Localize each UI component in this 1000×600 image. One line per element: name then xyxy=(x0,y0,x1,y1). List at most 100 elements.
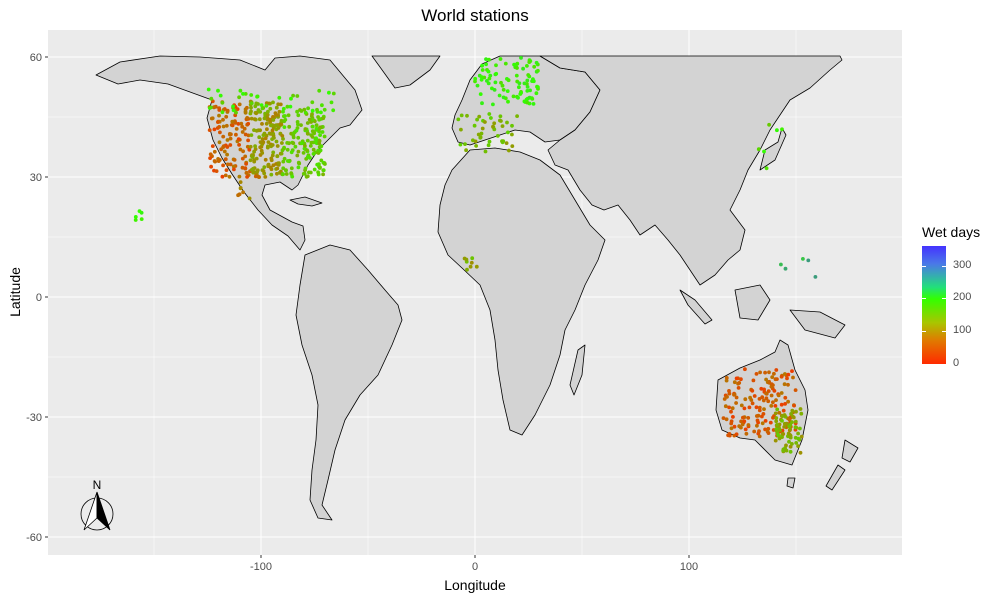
land-borneo xyxy=(734,284,771,321)
station-point xyxy=(234,110,238,115)
station-point xyxy=(794,409,798,414)
station-point xyxy=(271,100,275,105)
station-point xyxy=(305,138,310,143)
station-point xyxy=(799,434,804,439)
station-point xyxy=(506,130,510,135)
station-point xyxy=(206,87,211,92)
station-point xyxy=(237,95,242,100)
station-point xyxy=(474,144,478,148)
station-point xyxy=(234,126,239,131)
station-point xyxy=(248,144,253,149)
station-point xyxy=(246,133,251,138)
station-point xyxy=(757,405,762,410)
land-masses xyxy=(95,55,859,521)
station-point xyxy=(755,414,759,418)
station-point xyxy=(766,389,771,393)
station-point xyxy=(793,425,798,430)
station-point xyxy=(742,419,747,424)
y-axis-label: Latitude xyxy=(7,267,23,317)
station-point xyxy=(329,100,334,105)
station-point xyxy=(252,128,256,133)
station-point xyxy=(786,399,790,404)
station-point xyxy=(475,83,480,88)
station-point xyxy=(279,151,284,156)
station-point xyxy=(734,432,739,437)
station-point xyxy=(732,424,737,429)
station-point xyxy=(727,389,731,393)
station-point xyxy=(757,408,762,413)
station-point xyxy=(746,416,751,420)
station-point xyxy=(281,137,285,141)
station-point xyxy=(241,190,246,195)
station-point xyxy=(783,395,788,400)
station-point xyxy=(222,149,227,154)
station-point xyxy=(216,88,220,93)
station-point xyxy=(505,89,510,93)
station-point xyxy=(297,161,302,166)
station-point xyxy=(741,415,745,420)
station-point xyxy=(244,171,249,175)
station-point xyxy=(500,139,504,144)
station-point xyxy=(243,154,248,159)
station-point xyxy=(269,172,274,177)
station-point xyxy=(734,401,738,405)
station-point xyxy=(779,374,784,379)
station-point xyxy=(536,68,540,73)
station-point xyxy=(289,150,294,155)
station-point xyxy=(224,168,229,173)
station-point xyxy=(217,108,222,112)
station-point xyxy=(312,131,317,136)
station-point xyxy=(486,143,491,148)
station-point xyxy=(295,94,300,98)
station-point xyxy=(281,172,285,177)
station-point xyxy=(272,136,276,140)
station-point xyxy=(233,121,238,125)
station-point xyxy=(792,403,796,408)
station-point xyxy=(291,93,295,98)
station-point xyxy=(224,114,229,119)
station-point xyxy=(773,438,778,443)
station-point xyxy=(234,132,238,137)
station-point xyxy=(486,81,491,86)
station-point xyxy=(289,166,294,171)
station-point xyxy=(220,110,225,115)
station-point xyxy=(742,406,747,411)
station-point xyxy=(320,130,325,134)
station-point xyxy=(494,63,498,68)
station-point xyxy=(227,174,232,179)
station-point xyxy=(783,372,787,376)
station-point xyxy=(275,154,280,159)
station-point xyxy=(133,218,138,222)
station-point xyxy=(790,442,794,446)
station-point xyxy=(515,61,520,66)
station-point xyxy=(314,123,319,128)
station-point xyxy=(317,88,322,93)
station-point xyxy=(260,106,265,111)
station-point xyxy=(301,151,306,155)
station-point xyxy=(483,120,487,124)
station-point xyxy=(780,127,784,132)
station-point xyxy=(781,447,786,452)
station-point xyxy=(217,113,221,118)
station-point xyxy=(758,370,762,375)
land-sumatra xyxy=(679,289,713,325)
station-point xyxy=(492,121,497,126)
station-point xyxy=(764,377,768,382)
station-point xyxy=(133,215,138,219)
station-point xyxy=(291,141,296,146)
station-point xyxy=(723,404,728,409)
station-point xyxy=(772,371,776,376)
station-point xyxy=(724,376,729,380)
station-point xyxy=(458,142,463,147)
station-point xyxy=(516,95,520,100)
station-point xyxy=(281,166,286,171)
station-point xyxy=(259,103,264,107)
station-point xyxy=(477,114,482,119)
station-point xyxy=(281,159,286,164)
station-point xyxy=(525,78,530,83)
station-point xyxy=(761,398,766,403)
station-point xyxy=(247,147,252,152)
station-point xyxy=(464,148,468,153)
station-point xyxy=(801,257,805,261)
station-point xyxy=(243,166,248,171)
